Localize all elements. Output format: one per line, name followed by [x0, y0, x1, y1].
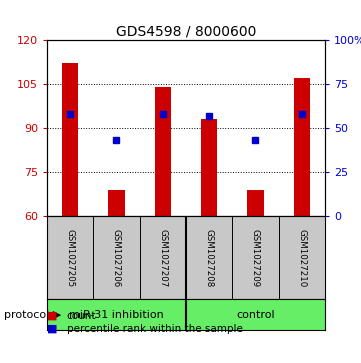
Bar	[186, 299, 325, 330]
Bar	[47, 299, 186, 330]
Text: GSM1027209: GSM1027209	[251, 229, 260, 287]
Text: percentile rank within the sample: percentile rank within the sample	[67, 323, 243, 334]
Bar	[155, 87, 171, 216]
Text: count: count	[67, 311, 96, 321]
Bar	[108, 189, 125, 216]
Bar	[62, 64, 78, 216]
Text: GSM1027205: GSM1027205	[66, 229, 75, 287]
Text: GSM1027208: GSM1027208	[205, 229, 214, 287]
Text: miR-31 inhibition: miR-31 inhibition	[69, 310, 164, 320]
Text: control: control	[236, 310, 275, 320]
Text: GSM1027207: GSM1027207	[158, 229, 167, 287]
Text: protocol ▶: protocol ▶	[4, 310, 61, 320]
Bar	[201, 119, 217, 216]
Bar	[247, 189, 264, 216]
Bar	[293, 78, 310, 216]
Text: ■: ■	[47, 311, 57, 321]
Text: ■: ■	[47, 323, 57, 334]
Text: GSM1027206: GSM1027206	[112, 229, 121, 287]
Text: GSM1027210: GSM1027210	[297, 229, 306, 287]
Title: GDS4598 / 8000600: GDS4598 / 8000600	[116, 25, 256, 39]
